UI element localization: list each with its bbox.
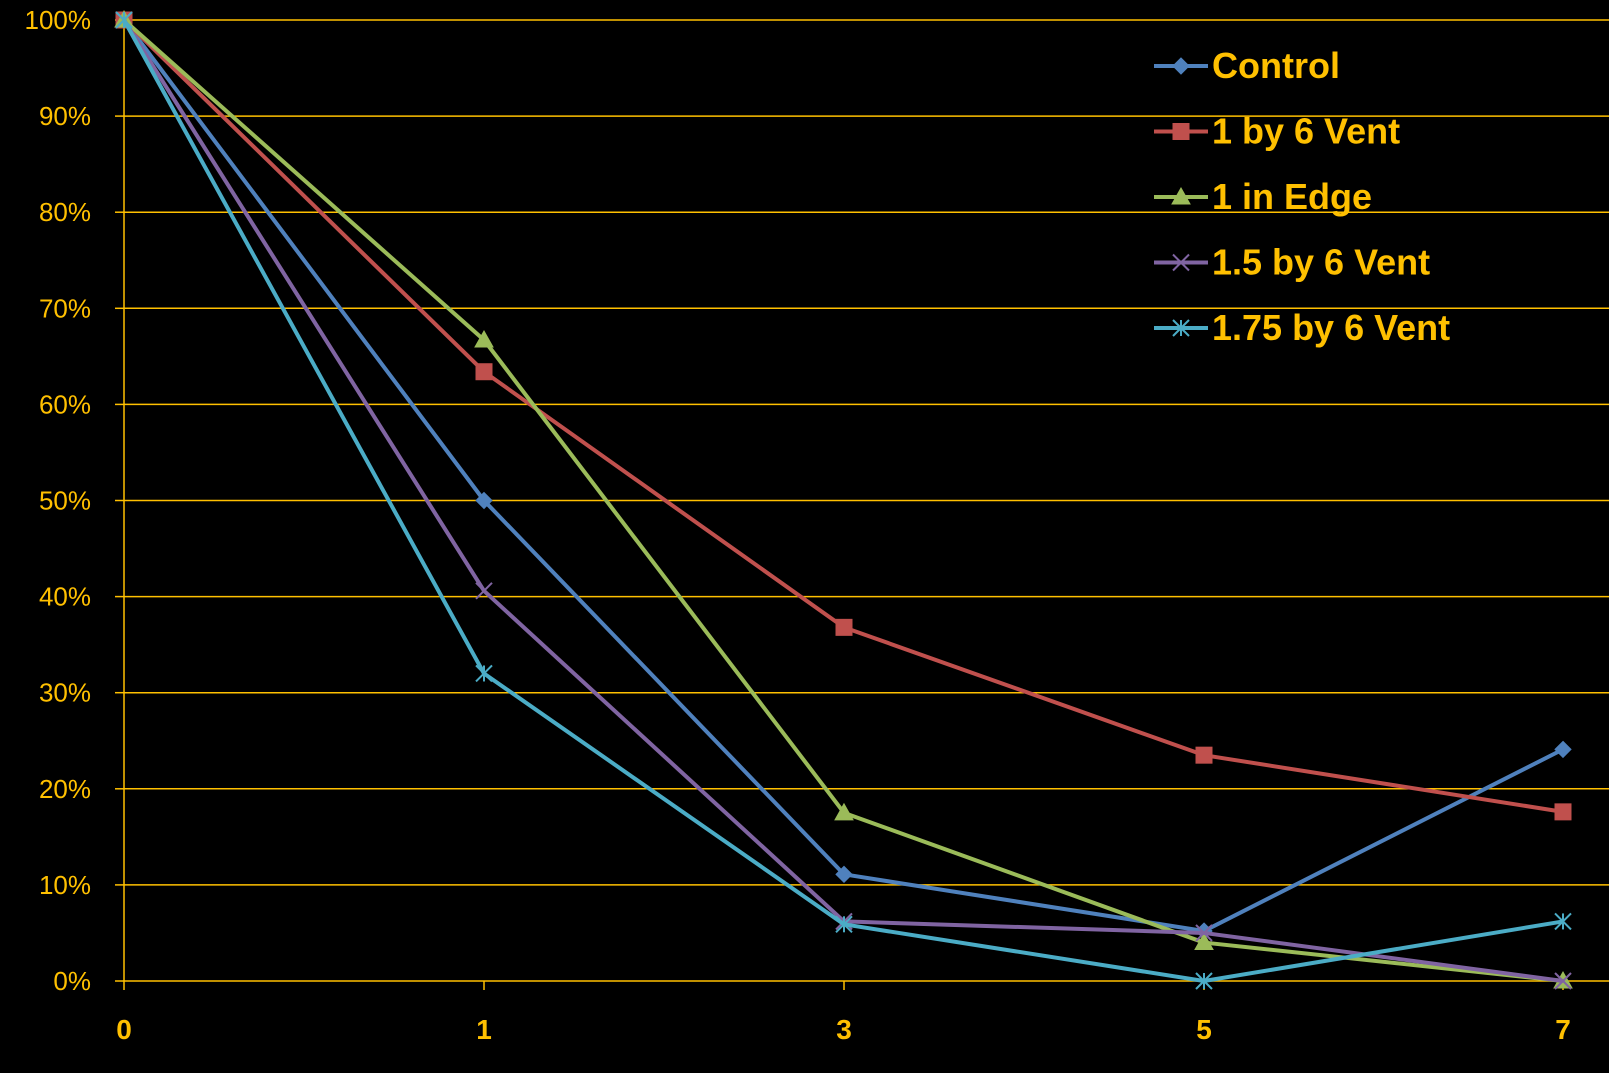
data-point (1554, 972, 1572, 990)
legend-marker (1172, 319, 1190, 337)
legend-item: 1.75 by 6 Vent (1154, 307, 1450, 348)
legend-label: 1 in Edge (1212, 176, 1372, 217)
data-point (1195, 746, 1213, 764)
y-tick-label: 90% (39, 101, 91, 131)
legend-label: 1 by 6 Vent (1212, 111, 1400, 152)
data-point (1554, 912, 1572, 931)
data-point (475, 491, 493, 510)
legend-label: 1.5 by 6 Vent (1212, 242, 1430, 283)
data-point (1554, 740, 1572, 759)
legend-item: 1 in Edge (1154, 176, 1372, 217)
data-point (835, 865, 853, 884)
y-tick-label: 40% (39, 582, 91, 612)
y-tick-label: 70% (39, 293, 91, 323)
data-point (1194, 932, 1214, 951)
data-point (475, 582, 493, 600)
legend-marker (1172, 253, 1190, 272)
data-point (1554, 803, 1572, 821)
data-point (115, 11, 133, 29)
data-point (834, 802, 854, 821)
y-tick-label: 30% (39, 678, 91, 708)
data-point (1195, 924, 1213, 942)
y-tick-label: 0% (53, 966, 91, 996)
axes: 0% 10% 20% 30% 40% 50% 60% 70% 80% 90% 100% 0 1 3 5 7 (25, 5, 1609, 1045)
gridlines (124, 19, 1609, 886)
y-tick-label: 60% (39, 389, 91, 419)
data-point (475, 363, 493, 381)
x-tick-label: 3 (836, 1014, 852, 1045)
data-point (835, 618, 853, 636)
data-point (475, 664, 493, 683)
y-tick-label: 100% (25, 5, 92, 35)
y-tick-label: 10% (39, 870, 91, 900)
series-1-by-6-vent (115, 11, 1572, 821)
data-point (474, 329, 494, 348)
data-point (835, 915, 853, 934)
data-point (1195, 972, 1213, 990)
y-tick-label: 20% (39, 774, 91, 804)
x-tick-label: 7 (1555, 1014, 1571, 1045)
legend-item: 1 by 6 Vent (1154, 111, 1400, 152)
series-lines (114, 9, 1573, 990)
x-tick-label: 5 (1196, 1014, 1212, 1045)
y-tick-label: 50% (39, 486, 91, 516)
x-tick-label: 0 (116, 1014, 132, 1045)
legend-item: 1.5 by 6 Vent (1154, 242, 1430, 283)
legend-item: Control (1154, 45, 1340, 86)
y-tick-label: 80% (39, 197, 91, 227)
x-tick-label: 1 (476, 1014, 492, 1045)
series-1-75-by-6-vent (115, 11, 1572, 990)
legend: Control 1 by 6 Vent 1 in Edge 1.5 by 6 Vent… (1154, 45, 1450, 348)
legend-marker (1172, 123, 1190, 140)
legend-label: Control (1212, 45, 1340, 86)
legend-label: 1.75 by 6 Vent (1212, 307, 1450, 348)
legend-marker (1171, 186, 1191, 205)
legend-marker (1172, 57, 1190, 75)
